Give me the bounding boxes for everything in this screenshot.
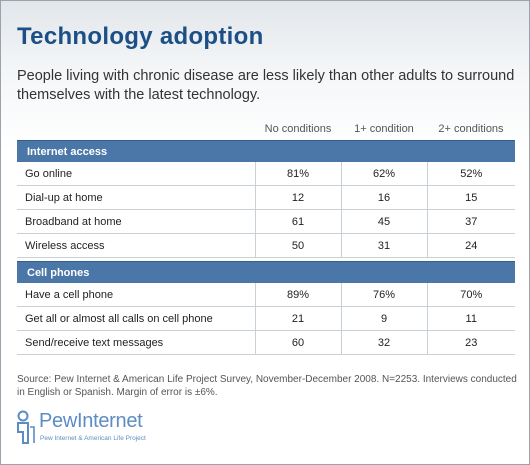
cell-value: 60 (254, 330, 341, 355)
column-header: 1+ condition (354, 123, 414, 135)
row-label: Dial-up at home (17, 185, 255, 210)
cell-value: 45 (340, 209, 427, 234)
cell-value: 50 (254, 233, 341, 258)
row-label: Broadband at home (17, 209, 255, 234)
logo-subtitle: Pew Internet & American Life Project (40, 435, 146, 442)
cell-value: 62% (340, 162, 427, 186)
cell-value: 11 (426, 306, 515, 331)
row-label: Send/receive text messages (17, 330, 255, 355)
cell-value: 61 (254, 209, 341, 234)
cell-value: 15 (426, 185, 515, 210)
cell-value: 81% (254, 162, 341, 186)
cell-value: 21 (254, 306, 341, 331)
section-label: Cell phones (17, 261, 515, 283)
row-label: Have a cell phone (17, 283, 255, 307)
cell-value: 9 (340, 306, 427, 331)
cell-value: 52% (426, 162, 515, 186)
section-label: Internet access (17, 140, 515, 162)
table-row: Wireless access 50 31 24 (17, 233, 515, 258)
table-row: Send/receive text messages 60 32 23 (17, 330, 515, 355)
pew-internet-logo: PewInternet Pew Internet & American Life… (15, 410, 215, 450)
source-note: Source: Pew Internet & American Life Pro… (17, 374, 517, 398)
row-label: Wireless access (17, 233, 255, 258)
cell-value: 89% (254, 283, 341, 307)
chart-title: Technology adoption (17, 23, 264, 50)
logo-wordmark: PewInternet (39, 410, 143, 432)
table-row: Broadband at home 61 45 37 (17, 209, 515, 234)
table-row: Go online 81% 62% 52% (17, 162, 515, 186)
cell-value: 12 (254, 185, 341, 210)
table-row: Have a cell phone 89% 76% 70% (17, 283, 515, 307)
row-label: Get all or almost all calls on cell phon… (17, 306, 255, 331)
pew-figure-icon (17, 410, 35, 444)
cell-value: 32 (340, 330, 427, 355)
header-blank (17, 118, 255, 141)
section-header-row: Internet access (17, 140, 515, 162)
data-table: No conditions 1+ condition 2+ conditions… (17, 118, 515, 355)
chart-subtitle: People living with chronic disease are l… (17, 68, 515, 103)
cell-value: 37 (426, 209, 515, 234)
cell-value: 16 (340, 185, 427, 210)
cell-value: 23 (426, 330, 515, 355)
column-header: 2+ conditions (438, 123, 504, 135)
cell-value: 24 (426, 233, 515, 258)
table-row: Dial-up at home 12 16 15 (17, 185, 515, 210)
table-row: Get all or almost all calls on cell phon… (17, 306, 515, 331)
cell-value: 31 (340, 233, 427, 258)
column-header: No conditions (264, 123, 332, 135)
section-header-row: Cell phones (17, 261, 515, 283)
cell-value: 70% (426, 283, 515, 307)
cell-value: 76% (340, 283, 427, 307)
row-label: Go online (17, 162, 255, 186)
